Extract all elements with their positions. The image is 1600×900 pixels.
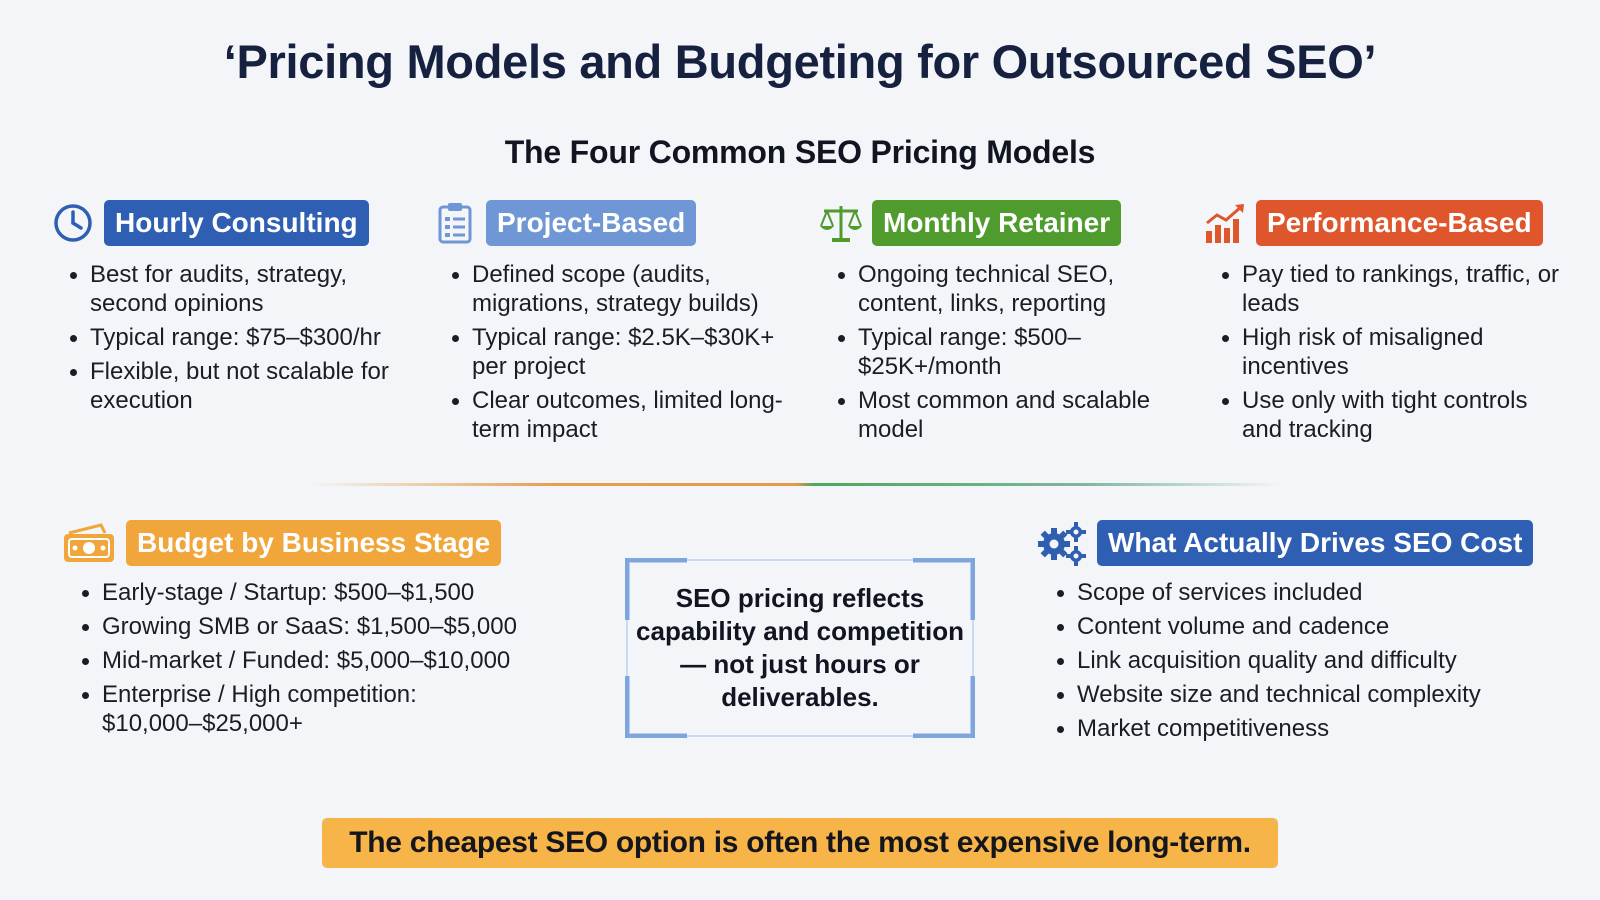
list-item: Use only with tight controls and trackin… [1220, 386, 1562, 444]
list-item: Content volume and cadence [1055, 612, 1555, 641]
list-item: Best for audits, strategy, second opinio… [68, 260, 390, 318]
list-item: Clear outcomes, limited long-term impact [450, 386, 792, 444]
scales-icon [818, 200, 864, 246]
section-divider [310, 483, 1280, 486]
list-item: High risk of misaligned incentives [1220, 323, 1562, 381]
list-item: Typical range: $75–$300/hr [68, 323, 390, 352]
model-label: Project-Based [486, 200, 697, 246]
budget-bullets: Early-stage / Startup: $500–$1,500 Growi… [80, 578, 550, 738]
quote-box: SEO pricing reflects capability and comp… [625, 558, 975, 738]
list-item: Defined scope (audits, migrations, strat… [450, 260, 792, 318]
money-icon [60, 520, 118, 566]
quote-text: SEO pricing reflects capability and comp… [636, 583, 964, 712]
list-item: Growing SMB or SaaS: $1,500–$5,000 [80, 612, 550, 641]
model-hourly-consulting: Hourly Consulting Best for audits, strat… [50, 200, 390, 420]
clipboard-icon [432, 200, 478, 246]
list-item: Early-stage / Startup: $500–$1,500 [80, 578, 550, 607]
budget-section: Budget by Business Stage Early-stage / S… [60, 520, 560, 743]
drivers-bullets: Scope of services included Content volum… [1055, 578, 1555, 743]
list-item: Scope of services included [1055, 578, 1555, 607]
bottom-banner: The cheapest SEO option is often the mos… [322, 818, 1278, 868]
list-item: Link acquisition quality and difficulty [1055, 646, 1555, 675]
model-bullets: Ongoing technical SEO, content, links, r… [836, 260, 1168, 444]
list-item: Mid-market / Funded: $5,000–$10,000 [80, 646, 550, 675]
list-item: Typical range: $2.5K–$30K+ per project [450, 323, 792, 381]
list-item: Pay tied to rankings, traffic, or leads [1220, 260, 1562, 318]
model-performance-based: Performance-Based Pay tied to rankings, … [1202, 200, 1562, 449]
model-project-based: Project-Based Defined scope (audits, mig… [432, 200, 792, 449]
list-item: Typical range: $500–$25K+/month [836, 323, 1168, 381]
section-subtitle: The Four Common SEO Pricing Models [504, 134, 1096, 170]
list-item: Most common and scalable model [836, 386, 1168, 444]
clock-icon [50, 200, 96, 246]
page-title: ‘Pricing Models and Budgeting for Outsou… [223, 35, 1377, 88]
model-label: Hourly Consulting [104, 200, 369, 246]
model-bullets: Defined scope (audits, migrations, strat… [450, 260, 792, 444]
model-label: Monthly Retainer [872, 200, 1122, 246]
list-item: Website size and technical complexity [1055, 680, 1555, 709]
list-item: Flexible, but not scalable for execution [68, 357, 390, 415]
model-monthly-retainer: Monthly Retainer Ongoing technical SEO, … [818, 200, 1168, 449]
drivers-section: What Actually Drives SEO Cost Scope of s… [1035, 520, 1555, 748]
list-item: Market competitiveness [1055, 714, 1555, 743]
model-bullets: Best for audits, strategy, second opinio… [68, 260, 390, 415]
list-item: Ongoing technical SEO, content, links, r… [836, 260, 1168, 318]
model-label: Performance-Based [1256, 200, 1543, 246]
gears-icon [1035, 520, 1089, 566]
quote-frame [625, 558, 975, 738]
model-bullets: Pay tied to rankings, traffic, or leads … [1220, 260, 1562, 444]
chart-up-icon [1202, 200, 1248, 246]
budget-label: Budget by Business Stage [126, 520, 502, 566]
drivers-label: What Actually Drives SEO Cost [1097, 520, 1534, 566]
list-item: Enterprise / High competition: $10,000–$… [80, 680, 462, 738]
